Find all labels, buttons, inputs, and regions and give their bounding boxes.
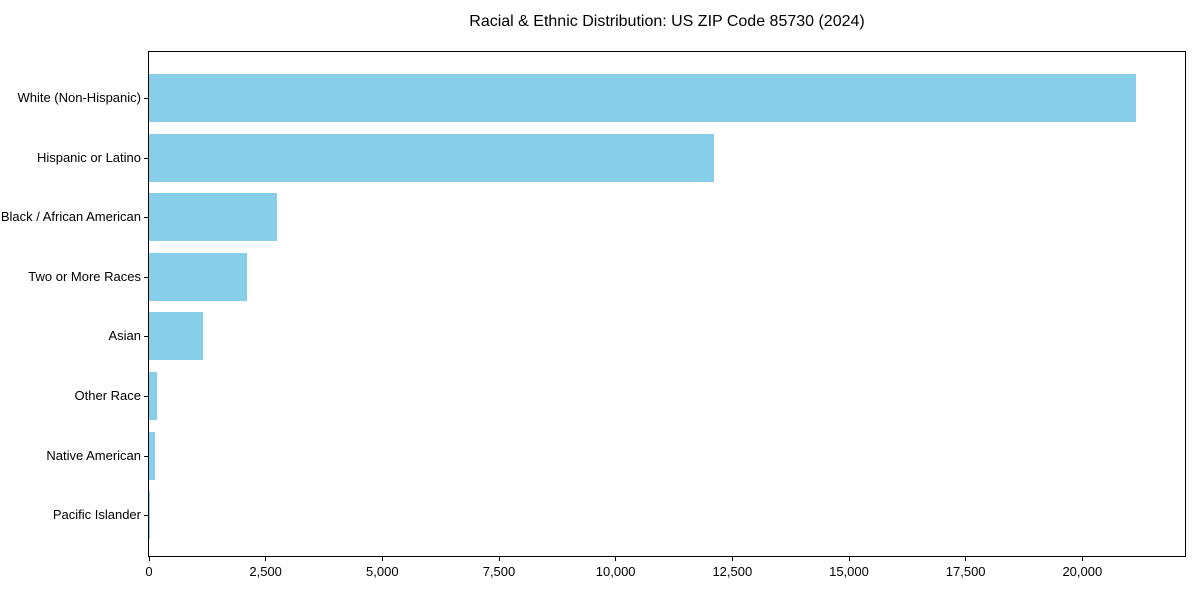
x-tick-mark xyxy=(381,557,383,561)
x-tick-mark xyxy=(498,557,500,561)
x-tick-mark xyxy=(965,557,967,561)
x-tick-mark xyxy=(148,557,150,561)
y-tick-mark xyxy=(144,157,148,159)
x-tick-mark xyxy=(848,557,850,561)
bar xyxy=(149,193,278,242)
x-tick-label: 20,000 xyxy=(1062,564,1103,579)
bar xyxy=(149,431,155,480)
y-axis-category-label: Two or More Races xyxy=(28,268,141,284)
y-tick-mark xyxy=(144,396,148,397)
y-axis-category-label: White (Non-Hispanic) xyxy=(17,90,141,105)
bar xyxy=(149,252,247,301)
x-tick-label: 0 xyxy=(145,564,153,579)
x-tick-mark xyxy=(731,557,733,561)
bar xyxy=(149,372,157,420)
y-tick-mark xyxy=(144,217,148,219)
y-axis-category-label: Asian xyxy=(108,328,141,344)
bar xyxy=(149,74,1136,122)
y-tick-mark xyxy=(144,336,148,338)
bar xyxy=(149,491,151,540)
x-tick-mark xyxy=(615,557,617,561)
bar xyxy=(149,312,203,361)
y-axis-category-label: Hispanic or Latino xyxy=(36,149,141,165)
plot-area xyxy=(148,51,1186,557)
x-tick-label: 10,000 xyxy=(595,564,636,579)
x-tick-label: 2,500 xyxy=(249,564,282,579)
chart-title: Racial & Ethnic Distribution: US ZIP Cod… xyxy=(469,13,865,30)
x-tick-label: 15,000 xyxy=(829,564,869,579)
bar xyxy=(149,133,714,182)
y-tick-mark xyxy=(144,276,148,278)
y-tick-mark xyxy=(144,455,148,457)
x-tick-mark xyxy=(265,557,267,561)
x-tick-label: 7,500 xyxy=(482,564,516,579)
y-tick-mark xyxy=(144,515,148,517)
x-tick-mark xyxy=(1081,557,1083,561)
y-axis-category-label: Other Race xyxy=(74,388,141,403)
y-axis-category-label: Pacific Islander xyxy=(52,507,141,523)
x-tick-label: 17,500 xyxy=(945,564,986,579)
y-axis-category-label: Black / African American xyxy=(0,209,141,225)
y-tick-mark xyxy=(144,98,148,99)
x-tick-label: 5,000 xyxy=(366,564,399,579)
x-tick-label: 12,500 xyxy=(712,564,753,579)
y-axis-category-label: Native American xyxy=(46,447,141,463)
